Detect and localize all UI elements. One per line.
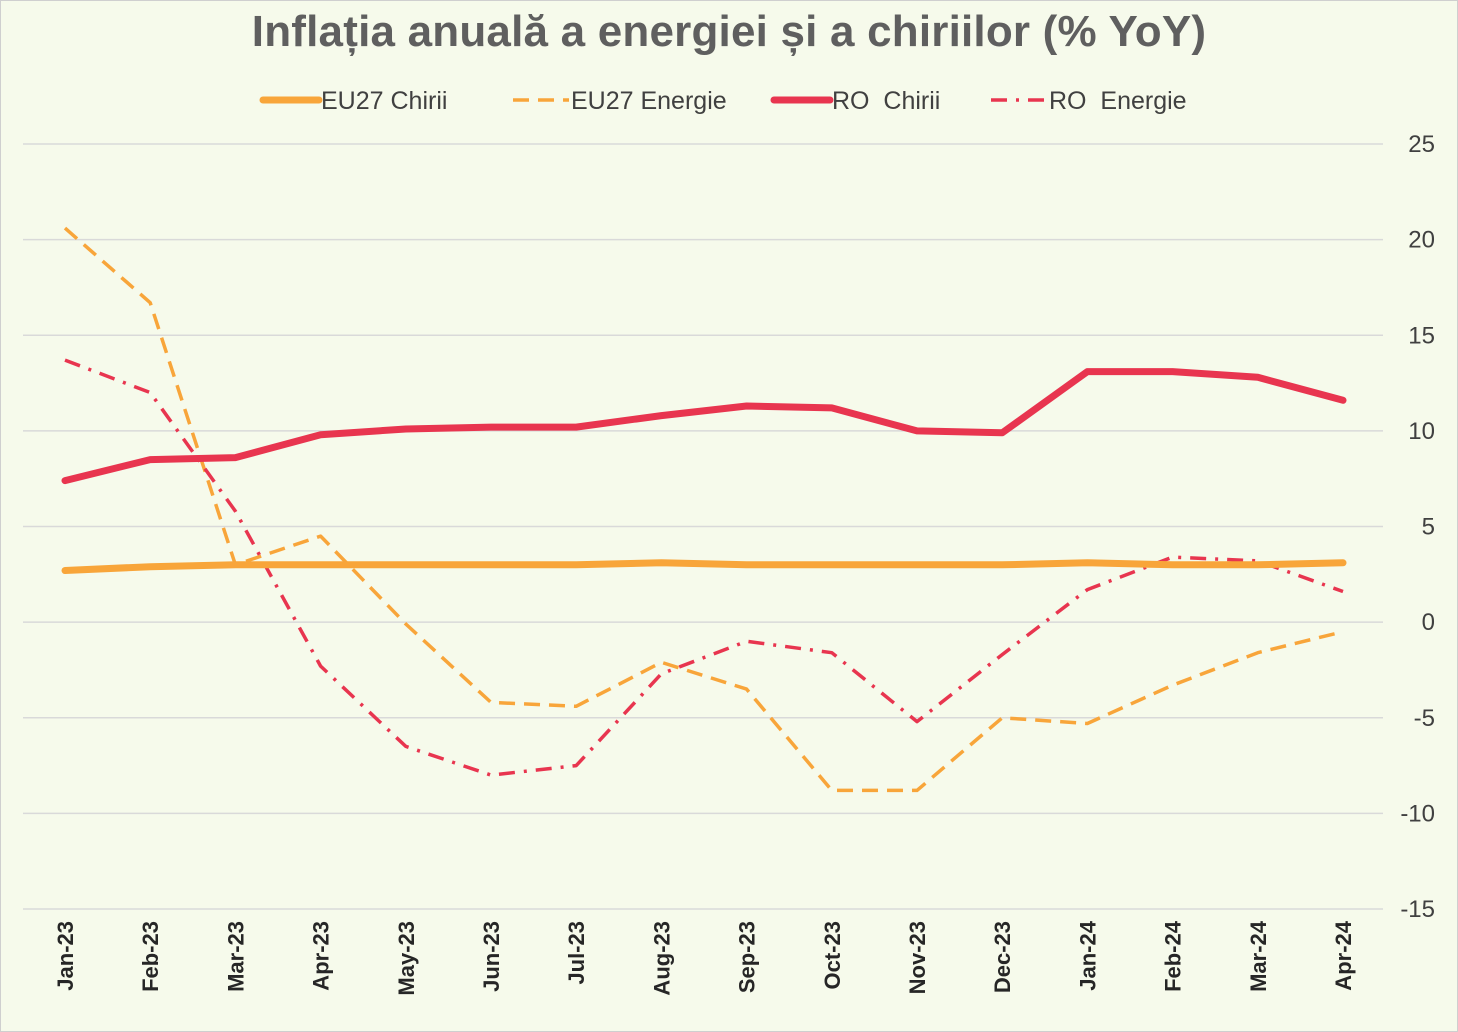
gridlines	[23, 143, 1383, 910]
x-tick-label: Jul-23	[564, 921, 589, 985]
series-lines	[61, 226, 1347, 793]
x-tick-label: Jan-23	[53, 921, 78, 991]
y-tick-label: -5	[1414, 705, 1435, 732]
legend-label: RO Energie	[1049, 87, 1187, 115]
chart-title: Inflația anuală a energiei și a chiriilo…	[251, 7, 1207, 56]
x-axis-ticks: Jan-23 Feb-23 Mar-23 Apr-23 May-23 Jun-23 Jul-…	[53, 920, 1356, 995]
y-tick-label: 20	[1408, 227, 1435, 254]
y-tick-label: 15	[1408, 322, 1435, 349]
x-tick-label: Feb-23	[138, 921, 163, 992]
x-tick-label: Apr-23	[309, 921, 334, 991]
y-tick-label: 0	[1422, 609, 1435, 636]
y-tick-label: 25	[1408, 131, 1435, 158]
y-tick-label: 10	[1408, 418, 1435, 445]
y-axis-ticks: 25 20 15 10 5 0 -5 -10 -15	[1400, 131, 1435, 923]
x-tick-label: Apr-24	[1331, 920, 1356, 990]
x-tick-label: Jan-24	[1075, 920, 1100, 990]
x-tick-label: Feb-24	[1161, 920, 1186, 992]
x-tick-label: Mar-24	[1246, 920, 1271, 992]
legend-label: EU27 Energie	[571, 87, 727, 115]
x-tick-label: Nov-23	[905, 921, 930, 994]
y-tick-label: 5	[1422, 514, 1435, 541]
legend-label: EU27 Chirii	[321, 87, 447, 115]
x-tick-label: Mar-23	[223, 921, 248, 992]
series-line-eu27-energie	[63, 226, 1344, 793]
x-tick-label: Aug-23	[649, 921, 674, 996]
x-tick-label: Oct-23	[820, 921, 845, 989]
y-tick-label: -10	[1400, 800, 1435, 827]
legend: EU27 Chirii EU27 Energie RO Chirii RO Energ…	[259, 87, 1187, 115]
series-line-ro-energie	[64, 358, 1344, 777]
x-tick-label: Jun-23	[479, 921, 504, 992]
x-tick-label: Dec-23	[990, 921, 1015, 993]
series-line-ro-chirii	[61, 368, 1347, 485]
x-tick-label: Sep-23	[735, 921, 760, 993]
x-tick-label: May-23	[394, 921, 419, 996]
series-line-eu27-chirii	[61, 559, 1347, 574]
legend-label: RO Chirii	[832, 87, 940, 115]
y-tick-label: -15	[1400, 896, 1435, 923]
